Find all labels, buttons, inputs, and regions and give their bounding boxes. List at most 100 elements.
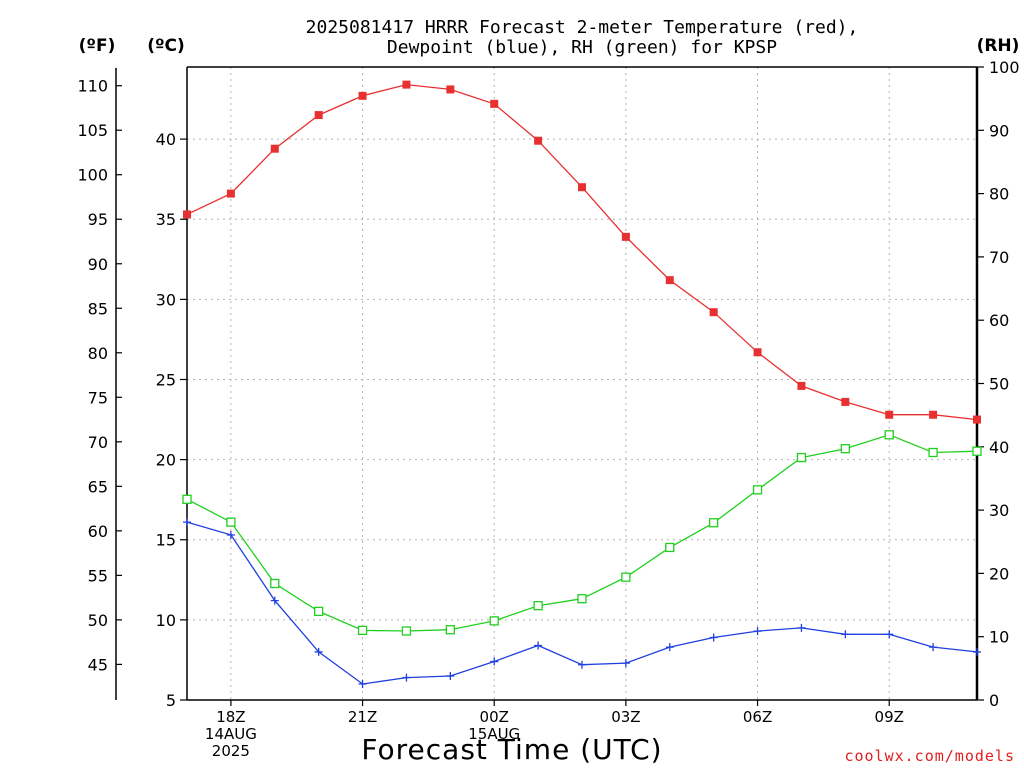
temperature-point bbox=[753, 348, 762, 357]
fahrenheit-tick-label: 65 bbox=[88, 477, 108, 496]
temperature-point bbox=[534, 136, 543, 145]
fahrenheit-tick-label: 110 bbox=[77, 77, 108, 96]
chart-title-line-2: Dewpoint (blue), RH (green) for KPSP bbox=[387, 37, 777, 58]
relative-humidity-point bbox=[577, 594, 587, 604]
celsius-tick-label: 25 bbox=[156, 370, 176, 389]
x-tick-label: 2025 bbox=[212, 742, 250, 760]
dewpoint-point bbox=[621, 659, 630, 668]
relative-humidity-point bbox=[182, 494, 192, 504]
celsius-tick-label: 40 bbox=[156, 130, 176, 149]
temperature-line bbox=[186, 83, 978, 421]
fahrenheit-tick-label: 55 bbox=[88, 566, 108, 585]
dewpoint-point bbox=[578, 660, 586, 669]
fahrenheit-tick-label: 45 bbox=[88, 655, 108, 674]
temperature-point bbox=[885, 410, 894, 419]
x-axis-label: Forecast Time (UTC) bbox=[361, 733, 662, 766]
relative-humidity-point bbox=[752, 485, 763, 495]
fahrenheit-tick-label: 105 bbox=[77, 121, 108, 140]
dewpoint-point bbox=[885, 630, 894, 639]
rh-tick-label: 80 bbox=[989, 185, 1009, 204]
temperature-point bbox=[973, 415, 981, 424]
temperature-point bbox=[841, 397, 850, 406]
temperature-point bbox=[358, 91, 367, 100]
fahrenheit-tick-label: 90 bbox=[88, 255, 108, 274]
celsius-tick-label: 15 bbox=[156, 531, 176, 550]
x-tick-label: 00Z bbox=[480, 708, 509, 726]
relative-humidity-point bbox=[270, 578, 280, 589]
dewpoint-point bbox=[183, 518, 191, 527]
fahrenheit-unit-label: (ºF) bbox=[79, 36, 116, 56]
rh-tick-label: 100 bbox=[989, 58, 1020, 77]
relative-humidity-series bbox=[182, 430, 982, 636]
temperature-point bbox=[929, 410, 938, 419]
temperature-point bbox=[314, 111, 323, 120]
rh-tick-label: 20 bbox=[989, 564, 1009, 583]
rh-tick-label: 70 bbox=[989, 248, 1009, 267]
x-tick-label: 06Z bbox=[743, 708, 772, 726]
credit-text: coolwx.com/models bbox=[844, 747, 1015, 765]
temperature-point bbox=[226, 189, 235, 198]
temperature-point bbox=[665, 276, 674, 285]
relative-humidity-point bbox=[489, 616, 499, 626]
relative-humidity-point bbox=[709, 518, 719, 528]
temperature-point bbox=[797, 381, 806, 390]
rh-tick-label: 90 bbox=[989, 121, 1009, 140]
relative-humidity-point bbox=[226, 517, 236, 527]
relative-humidity-point bbox=[884, 430, 894, 440]
relative-humidity-point bbox=[533, 601, 543, 611]
relative-humidity-point bbox=[840, 444, 850, 454]
dewpoint-point bbox=[665, 643, 674, 652]
rh-tick-label: 30 bbox=[989, 501, 1009, 520]
rh-tick-label: 40 bbox=[989, 438, 1009, 457]
temperature-point bbox=[402, 80, 411, 89]
x-tick-label: 18Z bbox=[216, 708, 245, 726]
temperature-series bbox=[183, 80, 981, 424]
dewpoint-point bbox=[534, 641, 543, 650]
celsius-tick-label: 30 bbox=[156, 290, 176, 309]
dewpoint-point bbox=[973, 647, 981, 656]
temperature-point bbox=[709, 308, 718, 317]
dewpoint-point bbox=[797, 623, 806, 632]
dewpoint-point bbox=[446, 671, 455, 680]
dewpoint-series bbox=[183, 518, 981, 688]
fahrenheit-tick-label: 50 bbox=[88, 611, 108, 630]
relative-humidity-point bbox=[357, 625, 368, 636]
celsius-tick-label: 35 bbox=[156, 210, 176, 229]
x-tick-label: 15AUG bbox=[468, 725, 520, 743]
dewpoint-point bbox=[314, 647, 323, 656]
fahrenheit-tick-label: 60 bbox=[88, 522, 108, 541]
relative-humidity-point bbox=[928, 447, 938, 458]
rh-tick-label: 50 bbox=[989, 375, 1009, 394]
temperature-point bbox=[490, 99, 499, 108]
dewpoint-point bbox=[226, 530, 235, 539]
fahrenheit-tick-label: 100 bbox=[77, 166, 108, 185]
dewpoint-point bbox=[358, 679, 367, 688]
fahrenheit-tick-label: 95 bbox=[88, 210, 108, 229]
dewpoint-point bbox=[841, 630, 850, 639]
rh-tick-label: 60 bbox=[989, 311, 1009, 330]
fahrenheit-tick-label: 70 bbox=[88, 433, 108, 452]
dewpoint-point bbox=[402, 673, 411, 682]
data-series bbox=[182, 80, 982, 688]
x-tick-label: 03Z bbox=[611, 708, 640, 726]
x-tick-label: 09Z bbox=[875, 708, 904, 726]
celsius-tick-label: 10 bbox=[156, 611, 176, 630]
chart-title: 2025081417 HRRR Forecast 2-meter Tempera… bbox=[306, 17, 859, 58]
dewpoint-point bbox=[270, 596, 279, 605]
temperature-point bbox=[621, 232, 630, 241]
temperature-point bbox=[270, 144, 279, 153]
relative-humidity-point bbox=[401, 626, 412, 636]
fahrenheit-tick-label: 85 bbox=[88, 299, 108, 318]
fahrenheit-tick-label: 75 bbox=[88, 388, 108, 407]
dewpoint-point bbox=[490, 657, 499, 666]
temperature-point bbox=[446, 85, 455, 94]
celsius-tick-label: 20 bbox=[156, 451, 176, 470]
relative-humidity-point bbox=[972, 446, 982, 456]
temperature-point bbox=[183, 210, 191, 219]
relative-humidity-point bbox=[445, 625, 455, 635]
rh-tick-label: 10 bbox=[989, 628, 1009, 647]
chart-title-line-1: 2025081417 HRRR Forecast 2-meter Tempera… bbox=[306, 17, 859, 38]
relative-humidity-point bbox=[796, 452, 807, 463]
